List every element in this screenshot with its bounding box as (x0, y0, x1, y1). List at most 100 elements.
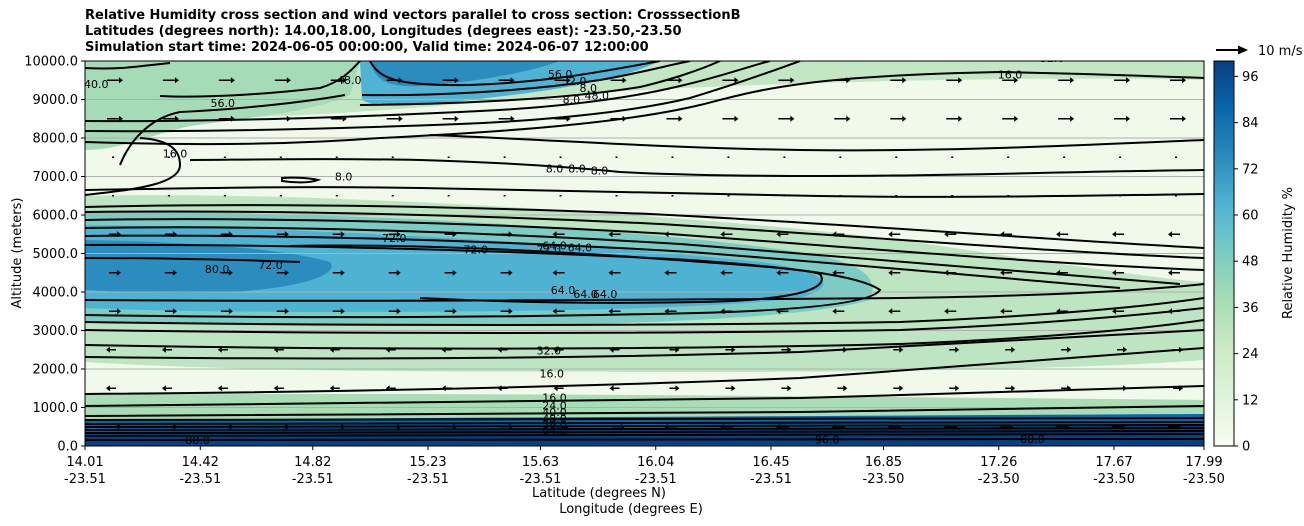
wind-arrow (722, 115, 739, 122)
wind-arrow (161, 346, 172, 353)
wind-arrow (832, 231, 845, 238)
contour-mid-48 (85, 234, 1121, 289)
wind-arrow (663, 423, 677, 430)
contour-upper-24 (85, 61, 801, 133)
wind-arrow (944, 269, 957, 276)
wind-arrow (1117, 346, 1128, 353)
wind-arrow (332, 231, 345, 238)
wind-arrow (108, 423, 122, 430)
wind-arrow (1058, 77, 1075, 84)
quiver-key-arrowhead (1238, 45, 1248, 55)
x-tick-label-longitude: -23.50 (1183, 472, 1225, 487)
wind-arrow (608, 269, 621, 276)
y-tick-label: 9000.0 (33, 93, 79, 108)
contour-label: 8.0 (568, 163, 586, 176)
contour-label: 16.0 (998, 68, 1023, 81)
wind-arrow (442, 77, 459, 84)
x-tick-label-longitude: -23.50 (863, 472, 905, 487)
wind-arrow (1112, 231, 1125, 238)
wind-arrow (1168, 269, 1181, 276)
colorbar-tick-label: 72 (1242, 162, 1259, 177)
wind-arrow (332, 423, 346, 430)
contour-label: 64.0 (551, 284, 576, 297)
x-tick-label-latitude: 17.26 (980, 455, 1017, 470)
wind-arrow (1112, 308, 1125, 315)
wind-arrow (556, 423, 570, 430)
wind-arrow (1173, 385, 1184, 392)
wind-arrow (893, 385, 904, 392)
contour-label: 48.0 (542, 413, 567, 426)
wind-arrow (1167, 423, 1181, 430)
humidity-contours (85, 61, 1204, 442)
wind-arrow (106, 115, 123, 122)
wind-arrow (1058, 115, 1075, 122)
wind-arrow (776, 308, 789, 315)
quiver-key-label: 10 m/s (1258, 44, 1303, 59)
colorbar-tick-label: 84 (1242, 116, 1259, 131)
wind-arrow (164, 269, 177, 276)
wind-arrow (664, 269, 677, 276)
contour-low-24 (85, 307, 1204, 334)
wind-arrow (890, 77, 907, 84)
wind-arrow (498, 115, 515, 122)
colorbar: 0 12 24 36 48 60 72 84 96 Relative Humidity % (1213, 60, 1296, 455)
contour-upper-16-right (85, 70, 1204, 146)
wind-arrow (388, 231, 401, 238)
x-tick-label-longitude: -23.51 (64, 472, 106, 487)
wind-arrow (276, 231, 289, 238)
wind-arrow (1170, 115, 1187, 122)
wind-arrow (498, 77, 515, 84)
wind-arrow (1168, 308, 1181, 315)
wind-arrow (1114, 77, 1131, 84)
contour-low-8 (85, 329, 1204, 360)
wind-arrow (276, 423, 290, 430)
wind-arrow (1056, 308, 1069, 315)
wind-arrow (781, 346, 792, 353)
wind-arrow (332, 308, 345, 315)
wind-arrow (888, 269, 901, 276)
contour-8-loop (189, 158, 1204, 178)
wind-arrow (1002, 115, 1019, 122)
wind-arrow (554, 77, 571, 84)
y-tick-label: 6000.0 (33, 209, 79, 224)
wind-arrow (162, 115, 179, 122)
contour-label: 8.0 (546, 163, 564, 176)
band-upper-left-moist (85, 61, 360, 150)
wind-arrow (608, 308, 621, 315)
wind-arrow (330, 77, 347, 84)
wind-arrow (834, 115, 851, 122)
wind-arrow (666, 115, 683, 122)
colorbar-tick-label: 48 (1242, 255, 1259, 270)
x-tick-label-latitude: 14.82 (294, 455, 331, 470)
contour-label: 88.0 (185, 434, 210, 447)
contour-sfc-5 (85, 430, 1204, 434)
wind-arrow (386, 115, 403, 122)
contour-low-40 (85, 283, 1204, 302)
colorbar-tick-label: 36 (1242, 301, 1259, 316)
wind-arrow (778, 115, 795, 122)
contour-label: 8.0 (563, 93, 581, 106)
wind-arrow (273, 385, 284, 392)
x-axis: 14.01 -23.51 14.42 -23.51 14.82 -23.51 15.23 -2… (64, 446, 1225, 487)
contour-label: 48.0 (337, 74, 362, 87)
wind-arrow (105, 385, 116, 392)
wind-arrow (220, 231, 233, 238)
wind-arrow (329, 385, 340, 392)
wind-arrow (1061, 385, 1072, 392)
y-tick-label: 3000.0 (33, 324, 79, 339)
wind-arrow (664, 308, 677, 315)
y-tick-label: 7000.0 (33, 170, 79, 185)
wind-arrow (888, 308, 901, 315)
wind-arrow (108, 231, 121, 238)
x-tick-label-longitude: -23.51 (750, 472, 792, 487)
wind-arrow (552, 269, 565, 276)
wind-arrow (1112, 269, 1125, 276)
wind-arrow (669, 385, 680, 392)
x-tick-label-latitude: 14.01 (66, 455, 103, 470)
wind-arrow (719, 423, 733, 430)
x-tick-label-latitude: 14.42 (182, 455, 219, 470)
wind-arrow (218, 115, 235, 122)
wind-arrow (274, 77, 291, 84)
wind-arrow (500, 423, 514, 430)
colorbar-tick-label: 12 (1242, 393, 1259, 408)
